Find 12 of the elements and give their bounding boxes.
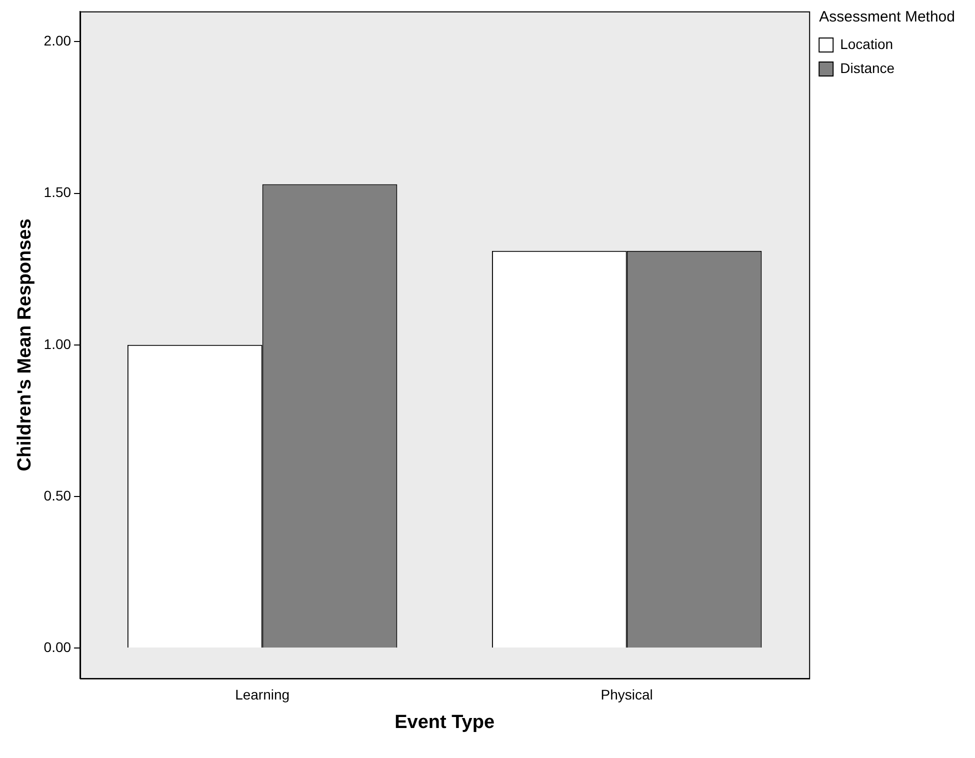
y-tick-label: 1.50 (44, 184, 72, 200)
y-tick-label: 0.00 (44, 638, 72, 655)
y-tick-label: 2.00 (44, 32, 72, 49)
x-tick-label: Learning (235, 686, 290, 703)
y-tick-label: 0.50 (44, 487, 72, 504)
x-axis-title: Event Type (394, 712, 495, 733)
legend-label: Location (840, 36, 894, 52)
y-tick-label: 1.00 (44, 336, 72, 352)
legend-label: Distance (840, 60, 895, 76)
y-axis-title: Children's Mean Responses (14, 218, 36, 472)
x-tick-label: Physical (600, 686, 653, 703)
legend-title: Assessment Method (819, 8, 956, 26)
